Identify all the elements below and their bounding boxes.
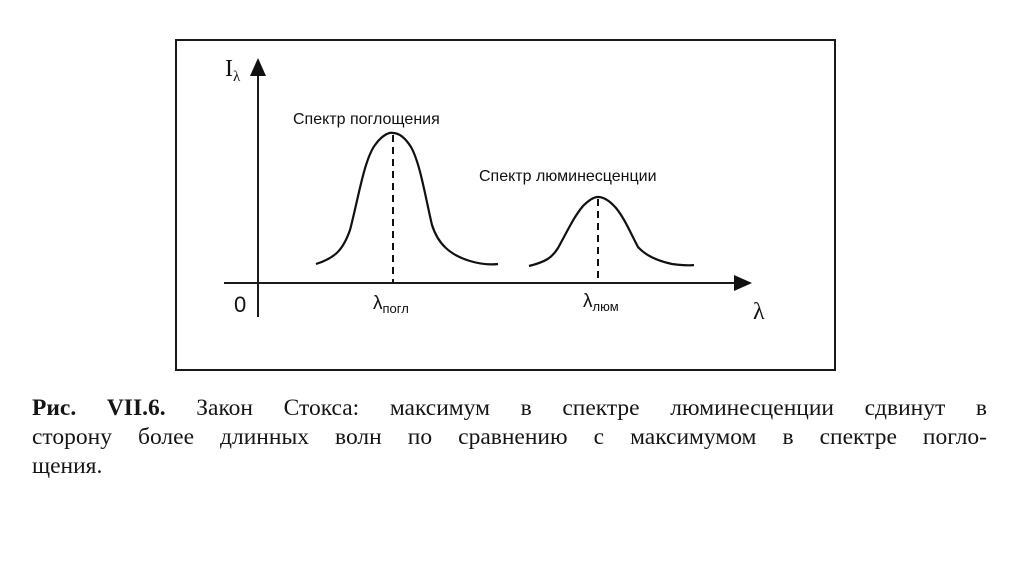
y-axis-arrow-icon [250, 58, 266, 76]
absorption-label: Спектр поглощения [293, 111, 440, 128]
x-axis-label: λ [753, 299, 765, 325]
caption-figure-number: Рис. VII.6. [32, 395, 166, 421]
luminescence-peak-label: λлюм [583, 291, 619, 314]
absorption-curve [315, 131, 499, 266]
luminescence-label: Спектр люминесценции [479, 168, 657, 185]
origin-label: 0 [234, 292, 246, 317]
figure-frame [175, 39, 836, 371]
x-axis-arrow-icon [734, 275, 752, 291]
y-axis-label: Iλ [225, 56, 241, 85]
luminescence-curve [528, 195, 695, 268]
caption-line-1: Рис. VII.6. Закон Стокса: максимум в спе… [32, 394, 987, 423]
caption-text-1: Закон Стокса: максимум в спектре люминес… [196, 395, 988, 421]
figure-caption: Рис. VII.6. Закон Стокса: максимум в спе… [32, 394, 987, 481]
caption-line-2: сторону более длинных волн по сравнению … [32, 424, 987, 450]
absorption-peak-label: λпогл [373, 293, 409, 316]
caption-line-3: щения. [32, 453, 103, 479]
